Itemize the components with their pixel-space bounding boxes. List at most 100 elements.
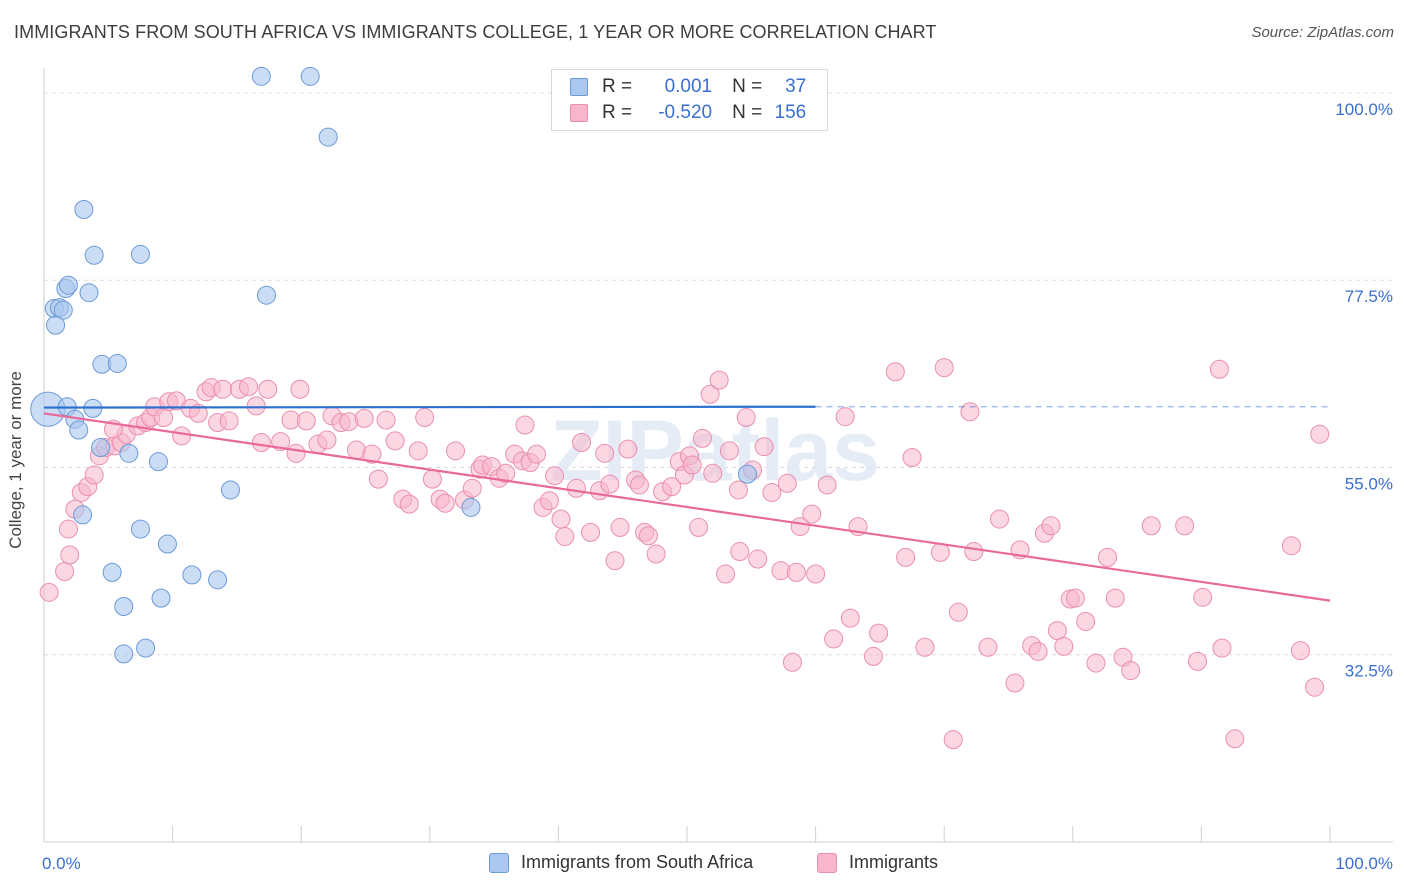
immigrants-point [716, 564, 736, 584]
immigrants-point [515, 415, 535, 435]
immigrants-point [290, 379, 310, 399]
immigrants-point [219, 411, 239, 431]
immigrants-point [362, 444, 382, 464]
immigrants-point [902, 447, 922, 467]
south-africa-point [130, 244, 150, 264]
immigrants-point [610, 517, 630, 537]
immigrants-point [581, 522, 601, 542]
immigrants-point [885, 362, 905, 382]
immigrants-point [408, 441, 428, 461]
south-africa-point [53, 300, 73, 320]
y-tick-label: 100.0% [1335, 100, 1393, 119]
trend-lines [43, 405, 1331, 602]
south-africa-point [220, 480, 240, 500]
immigrants-point [1281, 536, 1301, 556]
south-africa-point [119, 443, 139, 463]
immigrants-point [618, 439, 638, 459]
south-africa-point [79, 283, 99, 303]
immigrants-point [572, 433, 592, 453]
immigrants-point [934, 358, 954, 378]
legend-r-value: 0.001 [664, 76, 713, 97]
immigrants-point [1193, 587, 1213, 607]
immigrants-points [39, 358, 1330, 750]
south-africa-point [737, 464, 757, 484]
chart-title: IMMIGRANTS FROM SOUTH AFRICA VS IMMIGRAN… [14, 22, 937, 42]
south-africa-point [84, 245, 104, 265]
bottom-legend-swatch-pink [817, 852, 837, 873]
immigrants-point [385, 431, 405, 451]
immigrants-point [354, 408, 374, 428]
immigrants-point [736, 408, 756, 428]
immigrants-point [605, 551, 625, 571]
immigrants-point [703, 463, 723, 483]
immigrants-point [869, 623, 889, 643]
immigrants-point [551, 509, 571, 529]
immigrants-point [188, 403, 208, 423]
immigrants-point [566, 478, 586, 498]
immigrants-point [1065, 588, 1085, 608]
immigrants-point [960, 402, 980, 422]
immigrants-point [730, 542, 750, 562]
immigrants-point [246, 396, 266, 416]
immigrants-point [1076, 611, 1096, 631]
immigrants-point [896, 547, 916, 567]
immigrants-point [60, 545, 80, 565]
immigrants-point [84, 465, 104, 485]
legend-r-label: R = [602, 102, 633, 123]
immigrants-point [748, 549, 768, 569]
immigrants-point [251, 433, 271, 453]
south-africa-point [208, 570, 228, 590]
immigrants-point [930, 542, 950, 562]
immigrants-point [754, 437, 774, 457]
south-africa-point [114, 596, 134, 616]
immigrants-point [978, 637, 998, 657]
south-africa-point [151, 588, 171, 608]
immigrants-point [1290, 641, 1310, 661]
y-tick-label: 55.0% [1345, 474, 1393, 493]
y-tick-label: 32.5% [1345, 662, 1393, 681]
immigrants-point [806, 564, 826, 584]
immigrants-point [802, 504, 822, 524]
south-africa-point [461, 497, 481, 517]
immigrants-point [446, 441, 466, 461]
immigrants-point [728, 480, 748, 500]
south-africa-trend-line [43, 405, 816, 409]
immigrants-point [1105, 588, 1125, 608]
legend-swatch-blue [570, 78, 588, 96]
immigrants-point [915, 637, 935, 657]
south-africa-point [107, 353, 127, 373]
legend-n-label: N = [732, 102, 763, 123]
immigrants-point [238, 377, 258, 397]
immigrants-point [376, 410, 396, 430]
immigrants-point [943, 730, 963, 750]
immigrants-point [213, 379, 233, 399]
source-label: Source: ZipAtlas.com [1251, 24, 1394, 41]
legend-r-label: R = [602, 76, 633, 97]
south-africa-point [256, 285, 276, 305]
x-tick-label: 0.0% [42, 854, 81, 873]
south-africa-point [58, 275, 78, 295]
immigrants-point [1028, 641, 1048, 661]
immigrants-point [55, 562, 75, 582]
legend-swatch-pink [570, 104, 588, 122]
south-africa-point [136, 638, 156, 658]
bottom-legend-label: Immigrants from South Africa [521, 852, 754, 872]
immigrants-point [539, 491, 559, 511]
south-africa-point [73, 505, 93, 525]
immigrants-point [545, 466, 565, 486]
bottom-legend-south-africa: Immigrants from South Africa [489, 852, 753, 873]
immigrants-point [863, 646, 883, 666]
immigrants-point [595, 443, 615, 463]
immigrants-point [719, 441, 739, 461]
south-africa-point [130, 519, 150, 539]
axis-layer [43, 68, 1393, 843]
south-africa-point [102, 562, 122, 582]
immigrants-point [989, 509, 1009, 529]
immigrants-point [824, 629, 844, 649]
immigrants-point [1188, 651, 1208, 671]
legend-n-label: N = [732, 76, 763, 97]
legend-n-value: 37 [785, 76, 807, 97]
immigrants-point [709, 370, 729, 390]
immigrants-point [600, 474, 620, 494]
